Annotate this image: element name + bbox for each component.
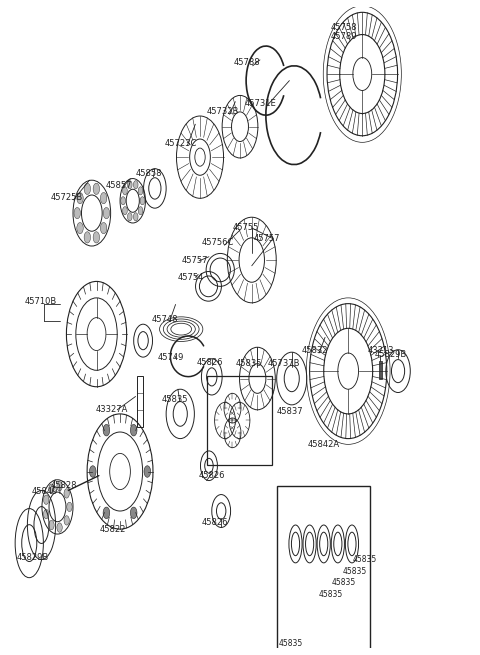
Text: 45822: 45822 [100,525,126,534]
Circle shape [122,206,127,215]
Bar [379,362,382,379]
Text: 45835: 45835 [162,394,189,403]
Text: 45755: 45755 [233,223,259,233]
Text: 45754: 45754 [178,272,204,282]
Text: 45828: 45828 [51,481,77,490]
Text: 45829B: 45829B [374,350,407,359]
Circle shape [133,181,138,189]
Text: 45849T: 45849T [32,487,63,496]
Text: 45788: 45788 [234,58,261,67]
Circle shape [44,495,49,504]
Circle shape [128,181,132,189]
Circle shape [100,193,107,204]
Circle shape [64,489,69,498]
Circle shape [138,206,143,215]
Bar [207,376,272,465]
Circle shape [84,232,91,243]
Text: 45789: 45789 [330,33,357,41]
Text: 45731E: 45731E [245,99,276,108]
Circle shape [103,507,110,519]
Text: 45858: 45858 [136,169,163,178]
Text: 45826: 45826 [197,358,224,367]
Text: 45757: 45757 [254,234,281,243]
Circle shape [77,223,83,234]
Text: 45829B: 45829B [17,553,49,563]
Circle shape [131,507,137,519]
Circle shape [74,208,81,219]
Text: 45837: 45837 [276,407,303,416]
Text: 45857: 45857 [106,181,132,190]
Circle shape [89,466,96,477]
Circle shape [93,183,99,195]
Circle shape [140,196,144,205]
Text: 45835: 45835 [343,567,367,576]
Text: 45842A: 45842A [308,440,340,449]
Circle shape [67,502,72,512]
Circle shape [84,183,91,195]
Text: 45835: 45835 [236,359,262,368]
Text: 45737B: 45737B [267,359,300,368]
Circle shape [44,510,49,519]
Circle shape [122,187,127,195]
Text: 45748: 45748 [152,315,178,324]
Text: 45732B: 45732B [207,107,240,117]
Text: 45710B: 45710B [25,297,57,306]
Circle shape [49,484,54,493]
Text: 45757: 45757 [181,256,208,265]
Circle shape [128,213,132,221]
Circle shape [103,208,109,219]
Circle shape [103,424,110,436]
Circle shape [93,232,99,243]
Circle shape [57,481,62,491]
Text: 45832: 45832 [301,346,328,355]
Text: 45758: 45758 [330,23,357,31]
Text: 45835: 45835 [319,590,343,599]
Text: 45826: 45826 [199,471,225,480]
Text: 45835: 45835 [331,578,356,587]
Bar [276,485,370,650]
Bar [136,376,143,427]
Circle shape [121,196,125,205]
Circle shape [100,223,107,234]
Circle shape [144,466,151,477]
Text: 45723C: 45723C [165,140,197,149]
Circle shape [64,515,69,525]
Circle shape [138,187,143,195]
Circle shape [77,193,83,204]
Circle shape [49,520,54,530]
Text: 45826: 45826 [201,518,228,527]
Text: 45835: 45835 [278,639,303,648]
Circle shape [57,523,62,533]
Text: 45756C: 45756C [202,238,234,247]
Text: 43213: 43213 [368,346,395,355]
Text: 45725B: 45725B [51,193,83,202]
Text: 43327A: 43327A [96,405,128,415]
Text: 45835: 45835 [353,555,377,564]
Circle shape [133,213,138,221]
Text: 45749: 45749 [157,354,184,362]
Circle shape [131,424,137,436]
